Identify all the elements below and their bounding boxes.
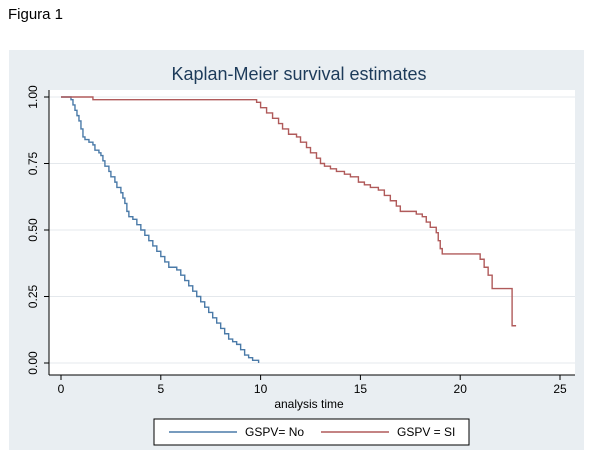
y-tick-label: 0.75: [26, 151, 40, 175]
chart-title: Kaplan-Meier survival estimates: [171, 64, 426, 84]
series-line-gspv-si: [61, 96, 517, 327]
y-tick-label: 1.00: [26, 85, 40, 109]
series-line-gspv-no: [61, 96, 260, 363]
x-tick-label: 10: [254, 382, 268, 396]
axes-layer: 0.00 0.25 0.50 0.75 1.00 0 5 10 15 20 25: [26, 85, 575, 396]
x-tick-label: 20: [454, 382, 468, 396]
y-tick-label: 0.50: [26, 218, 40, 242]
km-chart: Kaplan-Meier survival estimates 0.00 0.25…: [26, 64, 575, 446]
x-tick-label: 5: [157, 382, 164, 396]
y-tick-label: 0.25: [26, 284, 40, 308]
x-tick-label: 15: [354, 382, 368, 396]
x-axis-title: analysis time: [274, 397, 344, 411]
x-tick-label: 0: [58, 382, 65, 396]
figure-label: Figura 1: [8, 6, 64, 23]
legend-label-gspv-no: GSPV= No: [245, 425, 304, 439]
grid-layer: [49, 96, 575, 364]
plot-area: [49, 90, 575, 375]
legend: GSPV= No GSPV = SI: [153, 418, 470, 446]
x-tick-label: 25: [553, 382, 567, 396]
series-layer: [61, 96, 517, 363]
y-tick-label: 0.00: [26, 351, 40, 375]
legend-label-gspv-si: GSPV = SI: [397, 425, 455, 439]
chart-panel: Kaplan-Meier survival estimates 0.00 0.25…: [9, 50, 584, 450]
